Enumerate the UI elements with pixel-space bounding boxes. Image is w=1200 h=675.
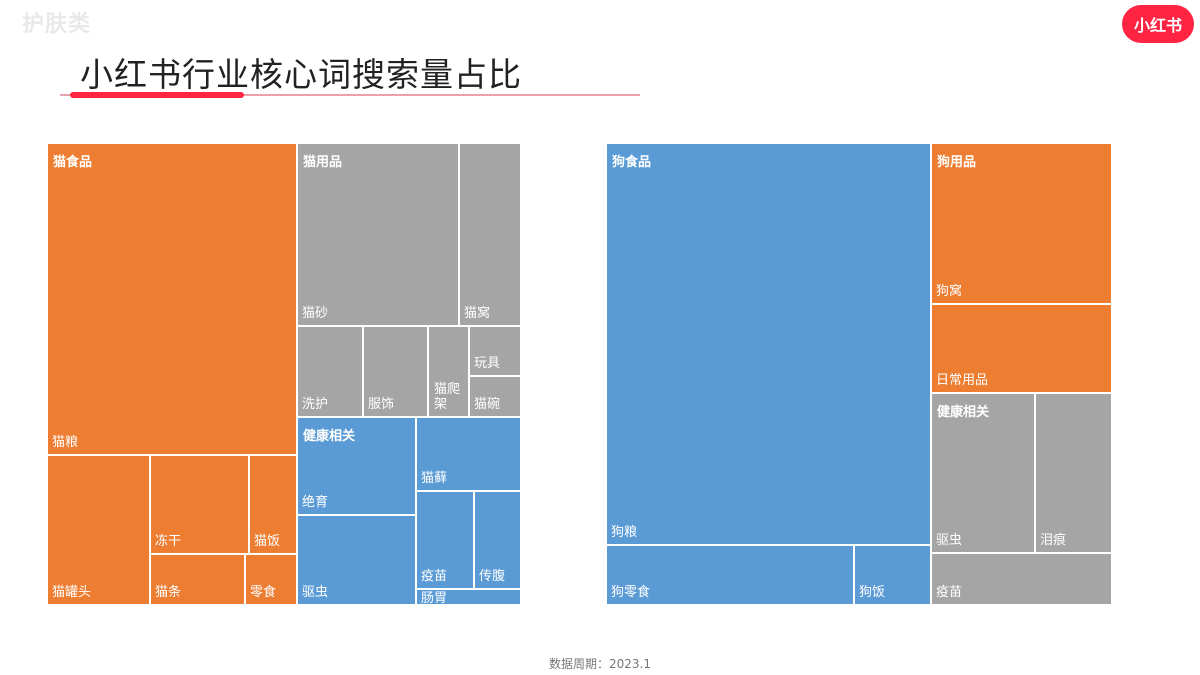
treemap-cell-cat-food-freeze-dried: 冻干 [151,456,250,555]
treemap-cell-cat-food-snack: 零食 [246,555,298,606]
cell-label: 玩具 [474,356,501,371]
cell-label: 绝育 [302,495,329,510]
treemap-cell-cat-food-canned: 猫罐头 [48,456,151,606]
cell-label: 猫罐头 [52,585,92,600]
cell-label: 冻干 [155,534,182,549]
cell-label: 驱虫 [302,585,329,600]
title-underline [60,94,640,96]
treemap-cell-dog-food-meal: 狗饭 [855,546,932,606]
cell-label: 猫粮 [52,435,79,450]
cell-label: 洗护 [302,397,329,412]
cell-label: 猫碗 [474,397,501,412]
treemap-cell-cat-health-vaccine: 疫苗 [417,492,475,590]
cell-label: 猫窝 [464,306,491,321]
cell-label: 服饰 [368,397,395,412]
treemap-cell-cat-food-meal: 猫饭 [250,456,298,555]
cell-label: 泪痕 [1040,533,1067,548]
treemap-cell-dog-health-vaccine: 疫苗 [932,554,1113,606]
cell-label: 狗粮 [611,525,638,540]
group-label-dog-supplies: 狗用品 [937,155,977,170]
xiaohongshu-logo: 小红书 [1122,5,1194,43]
watermark-text: 护肤类 [22,12,92,37]
dog-treemap: 狗粮 狗零食 狗饭 狗食品 狗窝 日常用品 狗用品 驱虫 泪痕 疫苗 健康相关 [607,144,1113,606]
treemap-cell-dog-supplies-bed: 狗窝 [932,144,1113,305]
treemap-cell-cat-supplies-bowl: 猫碗 [470,377,522,418]
treemap-cell-dog-food-snack: 狗零食 [607,546,855,606]
treemap-cell-dog-health-tear-stain: 泪痕 [1036,394,1113,554]
cell-label: 零食 [250,585,277,600]
treemap-cell-cat-supplies-bed: 猫窝 [460,144,522,327]
cell-label: 猫藓 [421,471,448,486]
group-label-dog-health: 健康相关 [937,405,990,420]
treemap-cell-cat-health-deworm: 驱虫 [298,516,417,606]
treemap-cell-cat-supplies-toy: 玩具 [470,327,522,377]
cell-label: 疫苗 [936,585,963,600]
treemap-cell-cat-supplies-grooming: 洗护 [298,327,364,418]
treemap-cell-cat-supplies-litter: 猫砂 [298,144,460,327]
group-label-dog-food: 狗食品 [612,155,652,170]
treemap-cell-cat-food-kibble: 猫粮 [48,144,298,456]
cat-treemap: 猫粮 猫罐头 冻干 猫饭 猫条 零食 猫食品 猫砂 猫窝 洗护 服饰 猫爬架 玩… [48,144,522,606]
cell-label: 猫饭 [254,534,281,549]
cell-label: 狗窝 [936,284,963,299]
cell-label: 猫爬架 [434,382,461,412]
cell-label: 猫条 [155,585,182,600]
cell-label: 狗饭 [859,585,886,600]
group-label-cat-food: 猫食品 [53,155,93,170]
page-title: 小红书行业核心词搜索量占比 [80,55,522,94]
data-period-footer: 数据周期：2023.1 [549,657,651,671]
treemap-cell-cat-supplies-clothing: 服饰 [364,327,429,418]
group-label-cat-supplies: 猫用品 [303,155,343,170]
group-label-cat-health: 健康相关 [303,429,356,444]
cell-label: 疫苗 [421,569,448,584]
treemap-cell-cat-health-neuter: 绝育 [298,418,417,516]
cell-label: 传腹 [479,569,506,584]
cell-label: 日常用品 [936,373,989,388]
treemap-cell-dog-health-deworm: 驱虫 [932,394,1036,554]
title-accent-bar [70,92,244,98]
treemap-cell-dog-food-kibble: 狗粮 [607,144,932,546]
cell-label: 驱虫 [936,533,963,548]
treemap-cell-cat-health-fip: 传腹 [475,492,522,590]
cell-label: 猫砂 [302,306,329,321]
treemap-cell-cat-food-stick: 猫条 [151,555,246,606]
cell-label: 狗零食 [611,585,651,600]
treemap-cell-cat-health-ringworm: 猫藓 [417,418,522,492]
treemap-cell-dog-supplies-daily: 日常用品 [932,305,1113,394]
cell-label: 肠胃 [421,591,448,606]
treemap-cell-cat-health-gut: 肠胃 [417,590,522,606]
treemap-cell-cat-supplies-tree: 猫爬架 [429,327,470,418]
